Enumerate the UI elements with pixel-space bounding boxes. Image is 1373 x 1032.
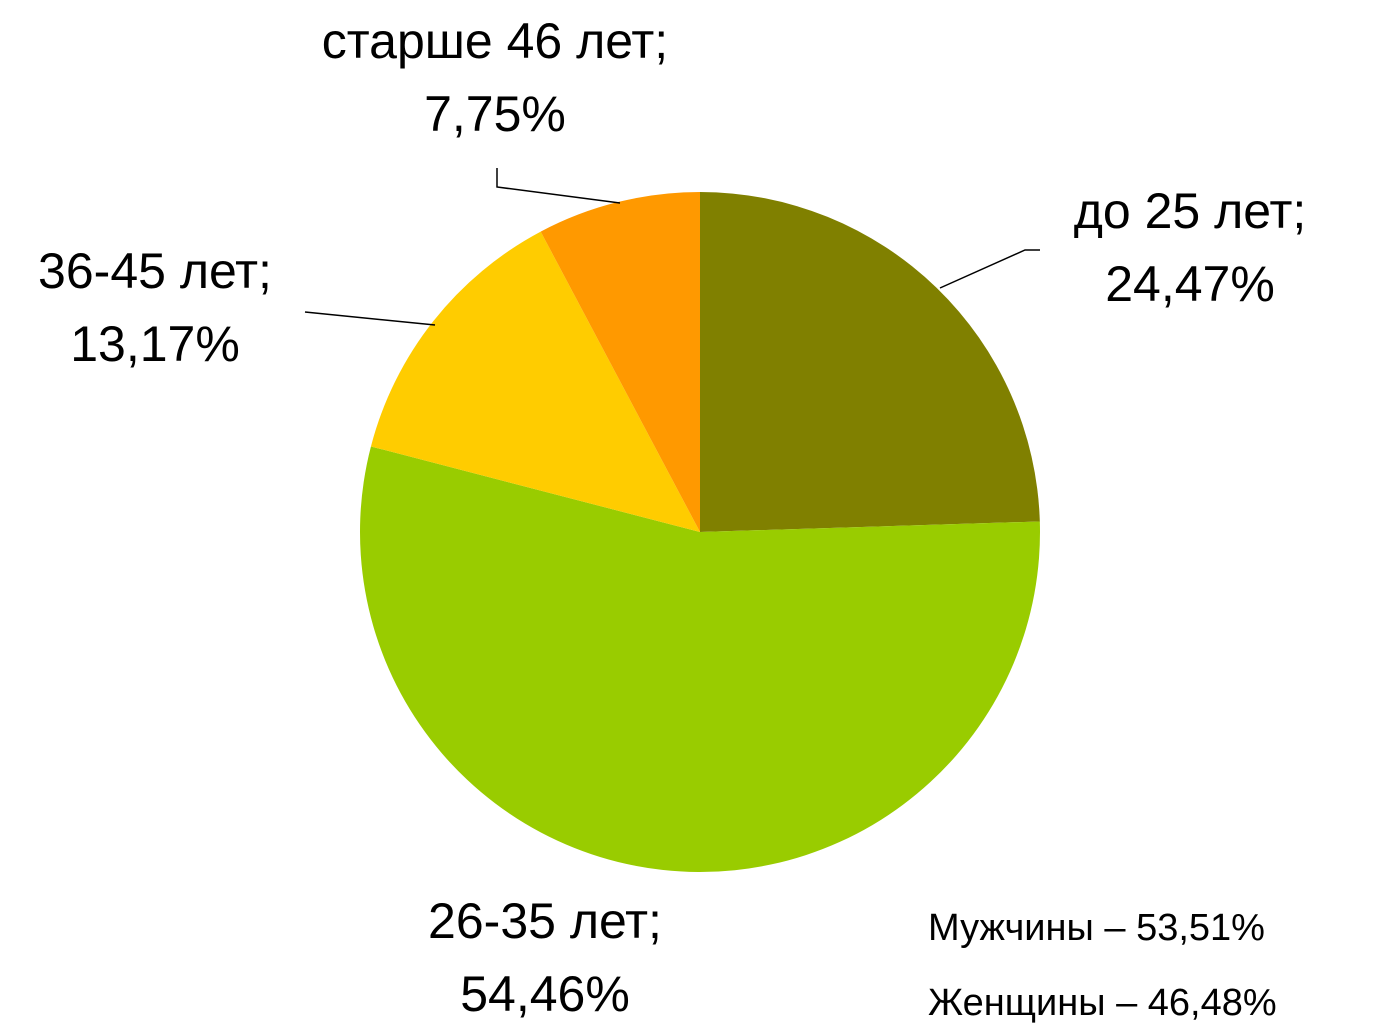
slice-label: старше 46 лет; xyxy=(322,13,668,69)
leader-line xyxy=(496,168,621,204)
pie-slice xyxy=(700,192,1040,532)
slice-value-label: 24,47% xyxy=(1105,256,1275,312)
slice-value-label: 13,17% xyxy=(70,316,240,372)
leader-line xyxy=(939,249,1040,289)
slice-value-label: 7,75% xyxy=(424,86,566,142)
annotation: Мужчины – 53,51% xyxy=(928,907,1265,949)
pie-slice xyxy=(360,446,1041,872)
pie-slice xyxy=(370,231,700,532)
slice-value-label: 54,46% xyxy=(460,966,630,1022)
slice-label: 26-35 лет; xyxy=(428,893,662,949)
annotation: Женщины – 46,48% xyxy=(928,982,1277,1024)
slice-label: 36-45 лет; xyxy=(38,243,272,299)
slice-label: до 25 лет; xyxy=(1074,183,1307,239)
leader-line xyxy=(304,311,436,326)
pie-slice xyxy=(540,192,700,532)
